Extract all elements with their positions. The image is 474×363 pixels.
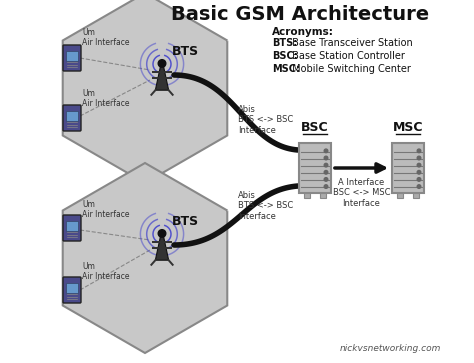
Text: nickvsnetworking.com: nickvsnetworking.com xyxy=(339,344,441,353)
Circle shape xyxy=(417,156,421,160)
Text: BSC: BSC xyxy=(301,121,329,134)
Circle shape xyxy=(324,178,328,181)
FancyBboxPatch shape xyxy=(304,193,310,198)
Text: Acronyms:: Acronyms: xyxy=(272,27,334,37)
Circle shape xyxy=(324,171,328,174)
FancyBboxPatch shape xyxy=(66,283,78,293)
Text: BTS: BTS xyxy=(172,215,199,228)
FancyBboxPatch shape xyxy=(413,193,419,198)
Circle shape xyxy=(417,149,421,153)
Text: BTS:: BTS: xyxy=(272,38,297,48)
Polygon shape xyxy=(155,66,169,90)
Polygon shape xyxy=(63,163,227,353)
Text: Basic GSM Architecture: Basic GSM Architecture xyxy=(171,5,429,24)
Text: Um
Air Interface: Um Air Interface xyxy=(82,262,129,281)
FancyBboxPatch shape xyxy=(63,277,81,303)
Circle shape xyxy=(158,230,166,237)
Text: Um
Air Interface: Um Air Interface xyxy=(82,89,129,108)
Circle shape xyxy=(417,178,421,181)
Circle shape xyxy=(324,185,328,188)
Text: MSC:: MSC: xyxy=(272,64,300,74)
Text: Base Station Controller: Base Station Controller xyxy=(289,51,405,61)
Text: Base Transceiver Station: Base Transceiver Station xyxy=(289,38,413,48)
FancyBboxPatch shape xyxy=(66,221,78,232)
Circle shape xyxy=(324,163,328,167)
Text: Abis
BTS <-> BSC
Interface: Abis BTS <-> BSC Interface xyxy=(238,191,293,221)
FancyBboxPatch shape xyxy=(63,105,81,131)
Circle shape xyxy=(417,185,421,188)
Circle shape xyxy=(417,171,421,174)
FancyBboxPatch shape xyxy=(320,193,326,198)
FancyBboxPatch shape xyxy=(66,51,78,61)
Circle shape xyxy=(324,149,328,153)
FancyBboxPatch shape xyxy=(397,193,403,198)
Text: BSC:: BSC: xyxy=(272,51,298,61)
FancyBboxPatch shape xyxy=(392,143,424,193)
Text: Abis
BTS <-> BSC
Interface: Abis BTS <-> BSC Interface xyxy=(238,105,293,135)
Text: A Interface
BSC <-> MSC
Interface: A Interface BSC <-> MSC Interface xyxy=(333,178,390,208)
Circle shape xyxy=(324,156,328,160)
FancyBboxPatch shape xyxy=(299,143,331,193)
Polygon shape xyxy=(155,236,169,260)
Text: BTS: BTS xyxy=(172,45,199,58)
FancyBboxPatch shape xyxy=(63,45,81,71)
Circle shape xyxy=(158,60,166,67)
Text: MSC: MSC xyxy=(393,121,423,134)
FancyBboxPatch shape xyxy=(66,111,78,122)
FancyBboxPatch shape xyxy=(63,215,81,241)
Text: Um
Air Interface: Um Air Interface xyxy=(82,28,129,47)
Polygon shape xyxy=(63,0,227,183)
Text: Mobile Switching Center: Mobile Switching Center xyxy=(289,64,411,74)
Text: Um
Air Interface: Um Air Interface xyxy=(82,200,129,219)
Circle shape xyxy=(417,163,421,167)
